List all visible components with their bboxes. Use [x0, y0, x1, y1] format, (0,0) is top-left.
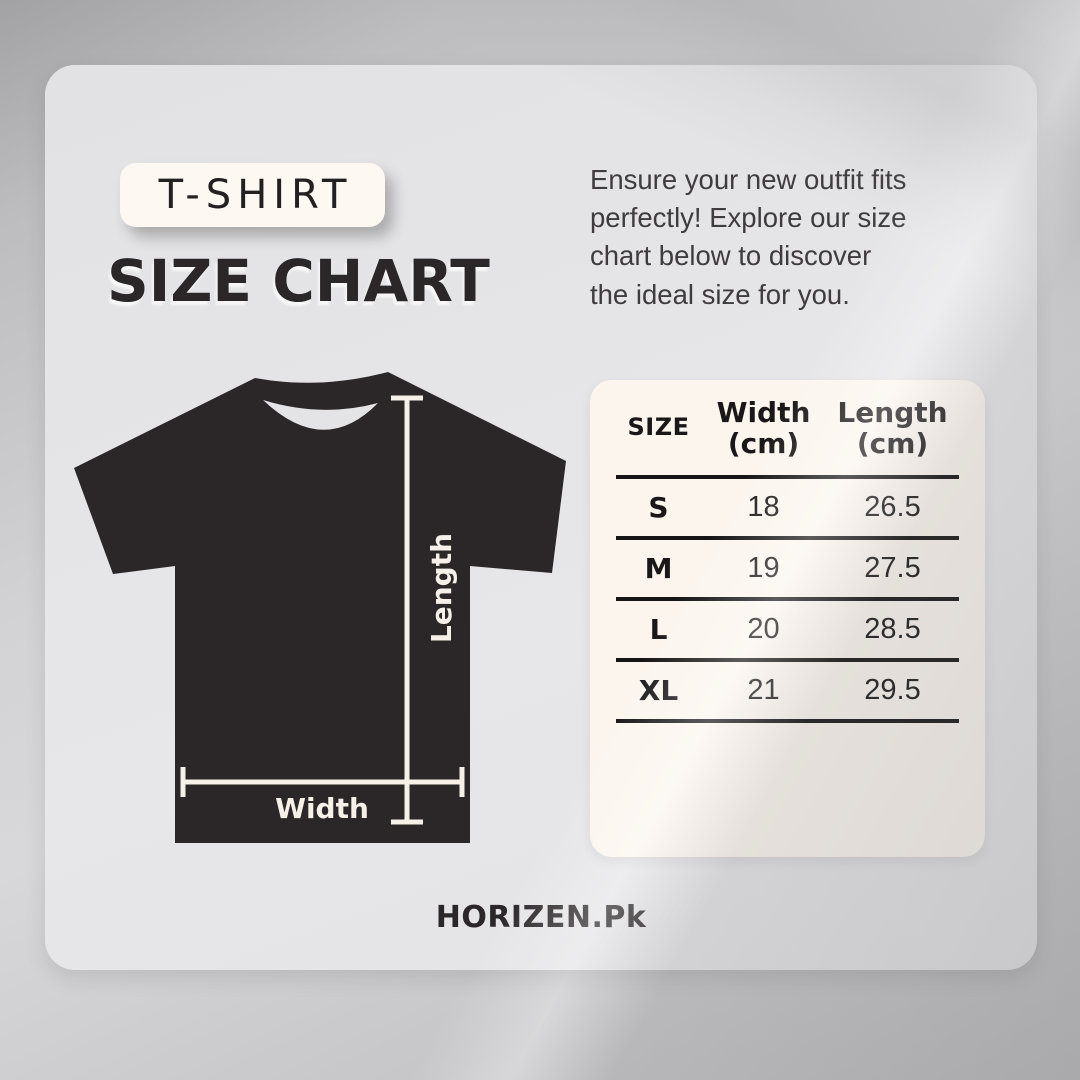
width-measure-line: [180, 767, 465, 797]
width-cell: 18: [747, 491, 780, 523]
header-length: Length (cm): [837, 395, 948, 460]
table-row: L 20 28.5: [616, 601, 959, 662]
width-cell: 19: [747, 552, 780, 584]
table-row: S 18 26.5: [616, 479, 959, 540]
width-label: Width: [275, 792, 369, 825]
brand-name: HORIZEN.Pk: [435, 900, 647, 935]
collar-cutout: [263, 400, 378, 430]
intro-line: the ideal size for you.: [590, 278, 850, 310]
header-width: Width (cm): [716, 395, 811, 460]
width-cell: 20: [747, 613, 780, 645]
length-measure-line: [391, 395, 423, 825]
intro-line: chart below to discover: [590, 240, 872, 272]
width-cell: 21: [747, 674, 780, 706]
tshirt-silhouette: [74, 372, 566, 843]
table-header-row: SIZE Width (cm) Length (cm): [616, 380, 959, 479]
table-row: XL 21 29.5: [616, 662, 959, 723]
size-chart-table: SIZE Width (cm) Length (cm) S 18 26.5 M …: [590, 380, 985, 857]
size-cell: L: [649, 613, 668, 646]
length-cell: 29.5: [864, 674, 921, 706]
size-cell: M: [644, 552, 673, 585]
length-cell: 28.5: [864, 613, 921, 645]
intro-line: Ensure your new outfit fits: [590, 164, 907, 195]
category-badge: T-SHIRT: [120, 163, 385, 227]
tshirt-measurement-diagram: Length Width: [74, 372, 566, 843]
main-card: T-SHIRT SIZE CHART Ensure your new outfi…: [45, 65, 1037, 970]
length-label: Length: [425, 533, 458, 643]
category-badge-label: T-SHIRT: [158, 172, 353, 218]
page-title: SIZE CHART: [107, 247, 490, 315]
header-size: SIZE: [627, 413, 690, 441]
length-cell: 26.5: [864, 491, 921, 523]
table-row: M 19 27.5: [616, 540, 959, 601]
length-cell: 27.5: [864, 552, 921, 584]
intro-text: Ensure your new outfit fits perfectly! E…: [590, 161, 1010, 314]
size-cell: S: [648, 491, 669, 524]
size-cell: XL: [638, 674, 679, 707]
intro-line: perfectly! Explore our size: [590, 202, 907, 234]
